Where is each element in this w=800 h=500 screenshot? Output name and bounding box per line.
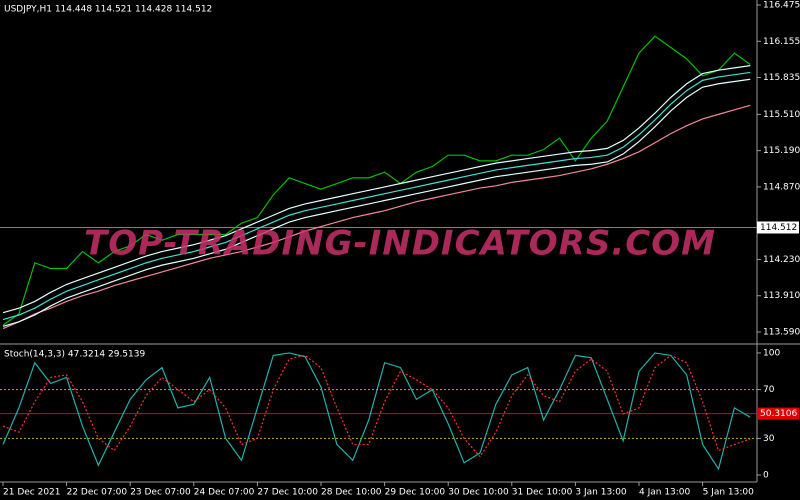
- series-line: [2, 352, 751, 471]
- marker-box: [757, 407, 799, 420]
- series-line: [2, 104, 751, 330]
- watermark: TOP-TRADING-INDICATORS.COM: [84, 224, 716, 264]
- y-tick-label: 114.230: [763, 255, 800, 265]
- x-tick-label: 5 Jan 13:00: [703, 488, 755, 498]
- series-line: [2, 71, 751, 321]
- x-tick-label: 29 Dec 10:00: [385, 488, 446, 498]
- y-tick-label: 113.590: [763, 328, 800, 338]
- series-line: [2, 354, 751, 458]
- x-tick-label: 27 Dec 10:00: [257, 488, 318, 498]
- y-tick-label: 115.510: [763, 110, 800, 120]
- x-tick-label: 3 Jan 13:00: [575, 488, 627, 498]
- stoch-title: Stoch(14,3,3) 47.3214 29.5139: [4, 350, 145, 360]
- y-tick-label: 30: [763, 434, 775, 444]
- series-line: [2, 65, 751, 314]
- y-tick-label: 116.155: [763, 37, 800, 47]
- y-tick-label: 70: [763, 385, 775, 395]
- series-line: [2, 35, 751, 326]
- x-tick-label: 31 Dec 10:00: [512, 488, 573, 498]
- x-tick-label: 28 Dec 10:00: [321, 488, 382, 498]
- marker-label: 114.512: [760, 223, 797, 233]
- x-tick-label: 30 Dec 10:00: [448, 488, 509, 498]
- price-title: USDJPY,H1 114.448 114.521 114.428 114.51…: [4, 5, 212, 15]
- y-tick-label: 116.475: [763, 0, 800, 10]
- marker-label: 50.3106: [760, 409, 797, 419]
- x-tick-label: 4 Jan 13:00: [639, 488, 691, 498]
- y-tick-label: 114.870: [763, 182, 800, 192]
- x-tick-label: 22 Dec 07:00: [67, 488, 128, 498]
- y-tick-label: 115.835: [763, 73, 800, 83]
- y-tick-label: 115.190: [763, 146, 800, 156]
- y-tick-label: 113.910: [763, 291, 800, 301]
- x-tick-label: 21 Dec 2021: [3, 488, 61, 498]
- series-line: [2, 78, 751, 327]
- marker-box: [757, 221, 799, 234]
- x-tick-label: 24 Dec 07:00: [194, 488, 255, 498]
- y-tick-label: 0: [763, 470, 769, 480]
- x-tick-label: 23 Dec 07:00: [130, 488, 191, 498]
- y-tick-label: 100: [763, 348, 780, 358]
